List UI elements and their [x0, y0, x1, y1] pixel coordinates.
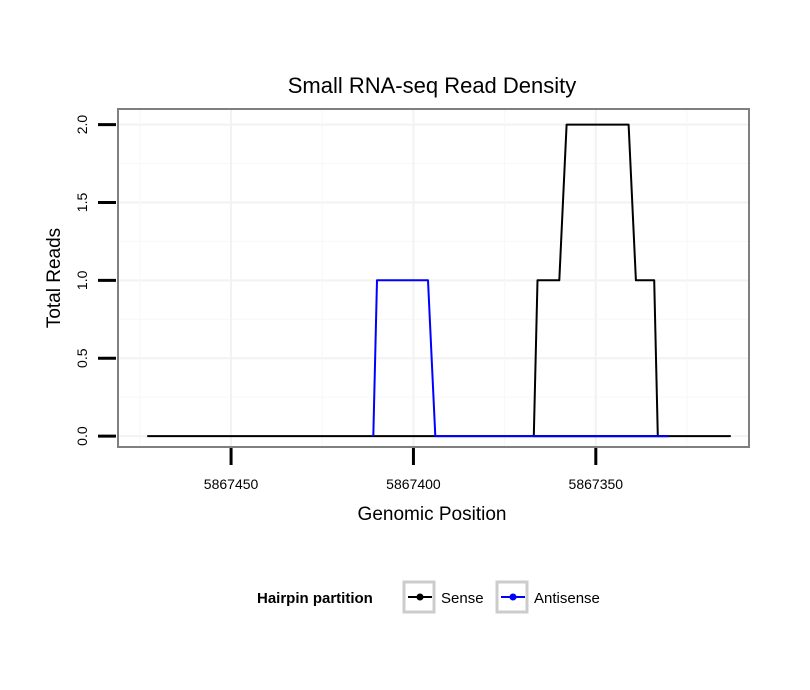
y-tick-label: 0.0: [74, 426, 90, 446]
x-tick-label: 5867450: [204, 476, 259, 492]
y-axis: 0.0 0.5 1.0 1.5 2.0: [74, 115, 116, 446]
plot-border: [117, 108, 750, 448]
legend: Hairpin partition Sense Antisense: [257, 580, 600, 614]
legend-label: Sense: [441, 590, 484, 607]
legend-key-point: [416, 593, 424, 601]
legend-title: Hairpin partition: [257, 590, 373, 607]
x-tick-label: 5867350: [569, 476, 624, 492]
chart-title: Small RNA-seq Read Density: [288, 73, 577, 98]
y-tick-label: 2.0: [74, 115, 90, 135]
y-axis-title: Total Reads: [44, 228, 65, 328]
series-lines: [147, 123, 731, 438]
y-tick-label: 0.5: [74, 348, 90, 368]
y-tick-label: 1.0: [74, 270, 90, 290]
series-antisense-line: [372, 279, 669, 438]
grid-lines: [118, 109, 749, 447]
legend-key-point: [509, 593, 517, 601]
x-tick-label: 5867400: [386, 476, 441, 492]
legend-label: Antisense: [534, 590, 600, 607]
x-axis-title: Genomic Position: [358, 504, 507, 525]
y-tick-label: 1.5: [74, 193, 90, 213]
series-sense-line: [532, 123, 669, 438]
x-axis: 5867450 5867400 5867350: [204, 448, 623, 492]
